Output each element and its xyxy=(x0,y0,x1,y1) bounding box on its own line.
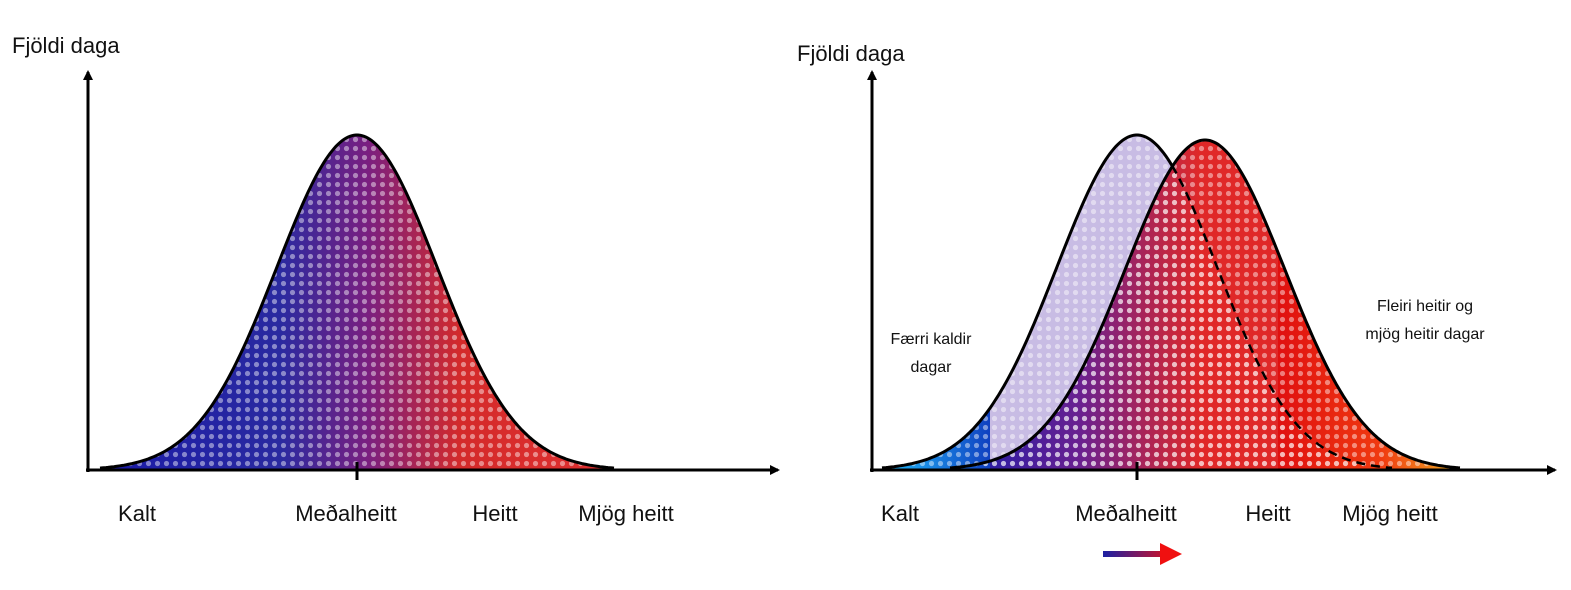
old-curve xyxy=(881,133,1174,470)
y-axis-label: Fjöldi daga xyxy=(797,41,905,66)
curves xyxy=(99,133,1461,470)
x-label: Mjög heitt xyxy=(1342,501,1437,526)
annotation: Fleiri heitir og xyxy=(1377,298,1473,315)
annotation: mjög heitir dagar xyxy=(1365,326,1485,343)
new-curve xyxy=(949,138,1461,470)
y-axis-label: Fjöldi daga xyxy=(12,33,120,58)
x-label: Kalt xyxy=(881,501,919,526)
annotation: dagar xyxy=(911,359,953,376)
x-label: Heitt xyxy=(472,501,517,526)
x-label: Kalt xyxy=(118,501,156,526)
curve xyxy=(99,133,615,470)
shift-arrowhead xyxy=(1160,543,1182,565)
x-label: Mjög heitt xyxy=(578,501,673,526)
x-label: Meðalheitt xyxy=(295,501,397,526)
x-label: Meðalheitt xyxy=(1075,501,1177,526)
x-label: Heitt xyxy=(1245,501,1290,526)
annotation: Færri kaldir xyxy=(891,331,973,348)
dot-pattern xyxy=(950,140,1460,470)
dot-pattern xyxy=(100,135,614,470)
